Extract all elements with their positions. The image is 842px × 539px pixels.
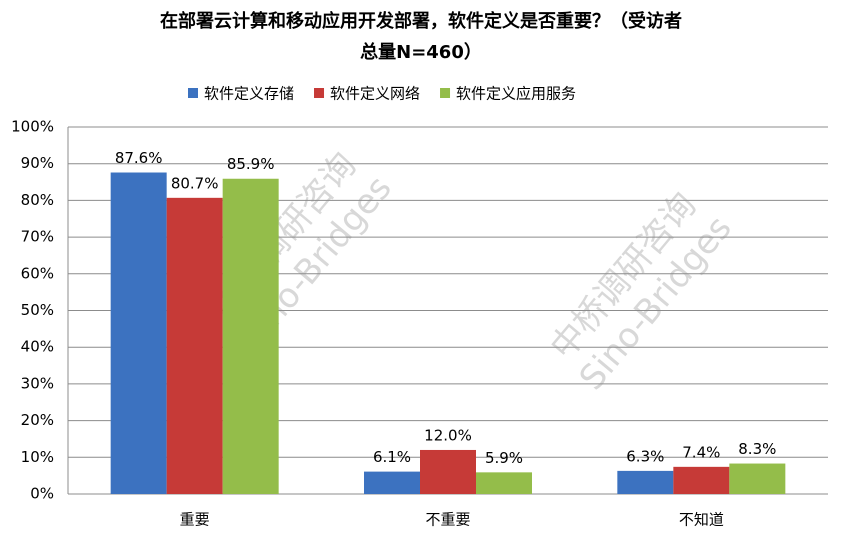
- y-tick-label: 60%: [21, 264, 54, 282]
- data-label: 7.4%: [682, 443, 720, 461]
- y-tick-label: 0%: [30, 485, 54, 503]
- y-tick-label: 80%: [21, 191, 54, 209]
- legend-label: 软件定义应用服务: [456, 85, 576, 103]
- bar: [420, 449, 476, 494]
- x-tick-label: 不重要: [425, 511, 470, 529]
- legend-swatch: [314, 88, 325, 98]
- y-tick-label: 50%: [21, 301, 54, 319]
- chart-title: 在部署云计算和移动应用开发部署，软件定义是否重要？（受访者: [160, 10, 682, 32]
- bar: [222, 178, 279, 494]
- y-tick-label: 20%: [21, 411, 54, 429]
- bar: [166, 197, 223, 494]
- data-label: 85.9%: [227, 155, 275, 173]
- legend-swatch: [188, 88, 198, 98]
- data-label: 5.9%: [485, 449, 523, 467]
- y-tick-label: 70%: [21, 228, 54, 246]
- bar: [617, 470, 674, 494]
- bar: [364, 471, 420, 494]
- bar: [729, 463, 786, 494]
- y-tick-label: 30%: [21, 374, 54, 392]
- y-tick-label: 10%: [21, 448, 54, 466]
- x-tick-label: 不知道: [679, 511, 724, 529]
- chart-title: 总量N=460）: [360, 41, 482, 63]
- legend: 软件定义存储 软件定义网络 软件定义应用服务: [188, 85, 576, 103]
- x-tick-label: 重要: [180, 511, 210, 529]
- legend-swatch: [440, 88, 451, 98]
- data-label: 6.1%: [373, 448, 411, 466]
- y-tick-label: 100%: [11, 118, 54, 136]
- data-label: 87.6%: [115, 149, 163, 167]
- legend-label: 软件定义存储: [204, 85, 294, 103]
- data-label: 12.0%: [424, 426, 472, 444]
- bar: [476, 472, 532, 494]
- data-label: 8.3%: [738, 440, 776, 458]
- y-tick-label: 40%: [21, 338, 54, 356]
- y-tick-label: 90%: [21, 154, 54, 172]
- bar: [110, 172, 167, 494]
- legend-label: 软件定义网络: [330, 85, 420, 103]
- data-label: 80.7%: [171, 174, 219, 192]
- data-label: 6.3%: [626, 447, 664, 465]
- bar: [673, 466, 730, 494]
